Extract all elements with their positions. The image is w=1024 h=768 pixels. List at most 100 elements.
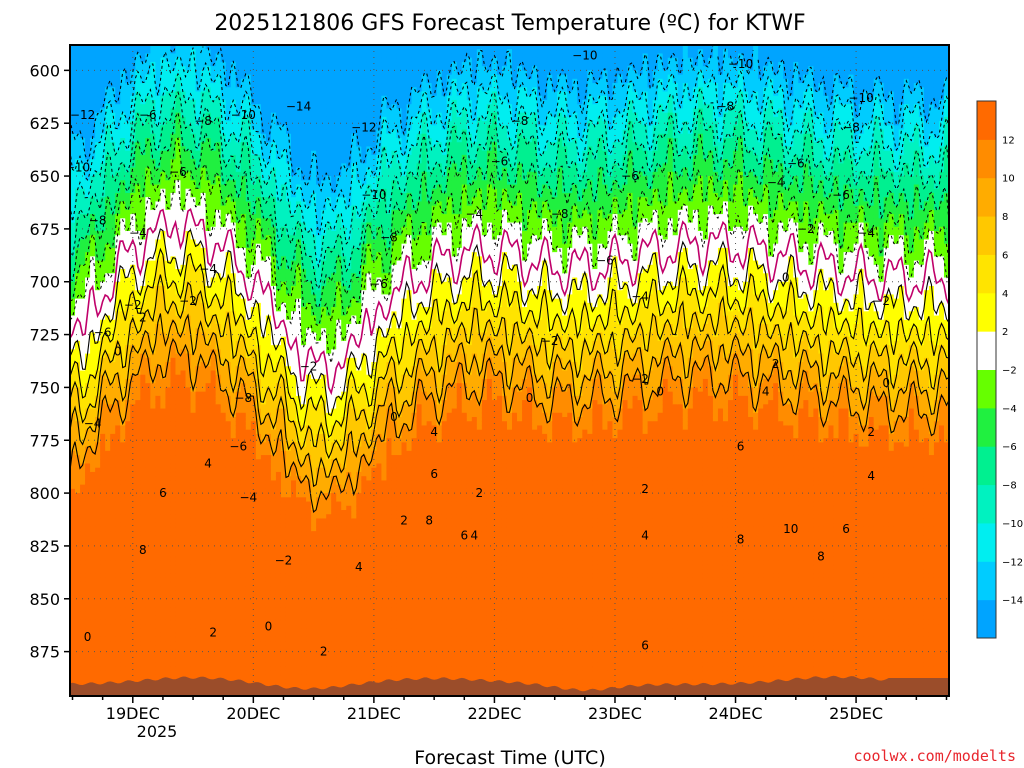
contour-label: −2: [179, 294, 197, 308]
contour-label: 2: [400, 514, 408, 528]
contour-label: 2: [476, 486, 484, 500]
contour-label: 4: [204, 457, 212, 471]
colorbar-label: −14: [1002, 596, 1023, 607]
contour-label: −6: [491, 154, 509, 168]
contour-label: 2: [772, 357, 780, 371]
colorbar-swatch: [977, 484, 996, 524]
contour-label: 4: [355, 560, 363, 574]
colorbar-swatch: [977, 407, 996, 447]
colorbar-swatch: [977, 599, 996, 639]
colorbar-label: 6: [1002, 250, 1008, 261]
contour-label: −6: [139, 108, 157, 122]
contour-label: −6: [370, 277, 388, 291]
contour-label: 0: [84, 630, 92, 644]
contour-label: 4: [471, 528, 479, 542]
y-tick-label: 850: [29, 590, 60, 609]
colorbar-swatch: [977, 522, 996, 562]
x-tick-label: 20DEC: [226, 704, 280, 723]
contour-label: 4: [641, 528, 649, 542]
colorbar-legend: 12 10 8 6 4 2 −2 −4 −6 −8 −10 −12 −14: [976, 100, 1023, 639]
contour-label: −4: [239, 490, 257, 504]
y-tick-label: 700: [29, 273, 60, 292]
contour-label: 6: [737, 440, 745, 454]
contour-line-2: [70, 228, 949, 417]
contour-label: −8: [511, 114, 529, 128]
y-tick-label: 725: [29, 326, 60, 345]
y-tick-label: 675: [29, 220, 60, 239]
colorbar-label: −6: [1002, 442, 1017, 453]
contour-label: 2: [867, 425, 875, 439]
plot-frame: [69, 44, 950, 697]
contour-label: 6: [641, 638, 649, 652]
contour-label: 2: [641, 482, 649, 496]
colorbar-label: −4: [1002, 404, 1017, 415]
y-tick-label: 825: [29, 537, 60, 556]
colorbar-swatch: [977, 216, 996, 255]
contour-label: −10: [65, 161, 90, 175]
contour-label: −2: [872, 294, 890, 308]
y-tick-label: 600: [29, 61, 60, 80]
contour-line--12: [70, 47, 949, 236]
y-tick-label: 650: [29, 167, 60, 186]
contour-label: 6: [842, 522, 850, 536]
contour-label: −6: [787, 156, 805, 170]
contour-label: 8: [425, 514, 433, 528]
contour-line-0: [70, 208, 949, 396]
contour-label: −4: [84, 416, 102, 430]
contour-line-6: [70, 274, 949, 460]
contour-label: 0: [656, 385, 664, 399]
contour-label: −12: [70, 108, 95, 122]
contour-label: −8: [89, 213, 107, 227]
colorbar-swatch: [977, 292, 996, 332]
chart-title: 2025121806 GFS Forecast Temperature (ºC)…: [214, 11, 805, 36]
contour-label: −8: [380, 230, 398, 244]
contour-label: −2: [541, 334, 559, 348]
contour-label: 2: [209, 626, 217, 640]
contour-line--8: [70, 90, 949, 290]
plot-area: −12 −6 −8 −10 −14 −12 −10 −10 −10 −8 −8 −8 −10 −6 −6 −6…: [65, 45, 949, 696]
x-tick-label: 25DEC: [829, 704, 883, 723]
contour-label: 2: [139, 311, 147, 325]
y-axis: 600 625 650 675 700 725 750 775 800 825 850 875: [29, 61, 70, 662]
contour-label: −6: [229, 440, 247, 454]
contour-line--14: [70, 45, 949, 195]
contour-line--10: [70, 72, 949, 268]
contour-label: 0: [390, 410, 398, 424]
contour-label: 6: [460, 528, 468, 542]
contour-label: −10: [231, 108, 256, 122]
colorbar-swatch: [977, 369, 996, 409]
colorbar-label: −2: [1002, 366, 1017, 377]
y-tick-label: 800: [29, 484, 60, 503]
x-tick-label: 22DEC: [467, 704, 521, 723]
contour-label: 0: [882, 376, 890, 390]
contour-label: 4: [867, 469, 875, 483]
contour-label: 8: [139, 543, 147, 557]
colorbar-label: −12: [1002, 557, 1023, 568]
contour-label: 0: [526, 391, 534, 405]
colorbar-swatch: [977, 139, 996, 179]
contour-label: −2: [631, 372, 649, 386]
contour-label: 6: [159, 486, 167, 500]
colorbar-swatch: [977, 101, 996, 140]
colorbar-swatch: [977, 561, 996, 601]
y-tick-label: 775: [29, 431, 60, 450]
contour-label: −4: [465, 207, 483, 221]
temperature-bands: [70, 45, 949, 696]
contour-label: −10: [848, 91, 873, 105]
gridlines: [70, 45, 949, 696]
contour-label: −4: [767, 175, 785, 189]
contour-labels: −12 −6 −8 −10 −14 −12 −10 −10 −10 −8 −8 −8 −10 −6 −6 −6…: [65, 49, 890, 659]
x-tick-label: 19DEC: [106, 704, 160, 723]
contour-label: −8: [194, 114, 212, 128]
contour-label: 0: [782, 271, 790, 285]
colorbar-label: 8: [1002, 212, 1008, 223]
contour-label: 2: [320, 645, 328, 659]
colorbar-frame: [976, 100, 997, 639]
x-tick-label: 23DEC: [588, 704, 642, 723]
contour-label: 0: [114, 344, 122, 358]
y-tick-label: 875: [29, 643, 60, 662]
x-tick-label: 24DEC: [709, 704, 763, 723]
contour-line--4: [70, 137, 949, 327]
colorbar-label: 10: [1002, 174, 1015, 185]
credit-label: coolwx.com/modelts: [853, 747, 1016, 765]
